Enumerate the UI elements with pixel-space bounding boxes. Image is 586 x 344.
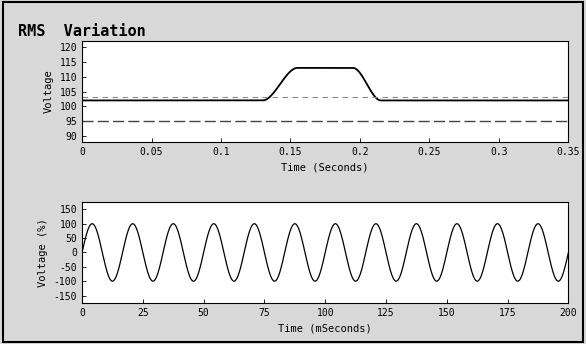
Y-axis label: Voltage (%): Voltage (%)	[38, 218, 48, 287]
X-axis label: Time (Seconds): Time (Seconds)	[281, 162, 369, 172]
Y-axis label: Voltage: Voltage	[44, 70, 54, 114]
X-axis label: Time (mSeconds): Time (mSeconds)	[278, 323, 372, 333]
Text: RMS  Variation: RMS Variation	[18, 24, 145, 39]
